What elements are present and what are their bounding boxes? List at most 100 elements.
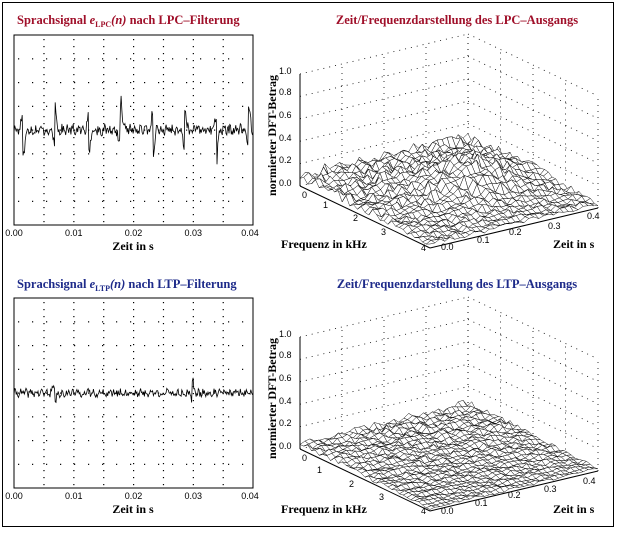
ltp-time-xtick-0: 0.00 — [5, 491, 23, 501]
ltp-time-grid-dot — [18, 369, 19, 370]
ltp-time-grid-dot — [73, 351, 74, 352]
lpc-time-grid-dot — [130, 177, 131, 178]
lpc-time-grid-dot — [193, 109, 194, 110]
lpc-time-grid-dot — [103, 116, 104, 117]
ltp-time-xtick-4: 0.04 — [241, 491, 259, 501]
lpc-time-grid-dot — [242, 58, 243, 59]
ltp-time-grid-dot — [193, 435, 194, 436]
ltp-time-grid-dot — [133, 421, 134, 422]
ltp-time-grid-dot — [172, 345, 173, 346]
lpc-time-grid-dot — [200, 153, 201, 154]
ltp-time-grid-dot — [73, 302, 74, 303]
ltp-tf-ftick-1: 1 — [317, 465, 322, 475]
lpc-time-grid-dot — [43, 158, 44, 159]
lpc-time-grid-dot — [186, 58, 187, 59]
lpc-time-grid-dot — [18, 201, 19, 202]
lpc-time-grid-dot — [200, 106, 201, 107]
lpc-time-grid-dot — [103, 81, 104, 82]
ltp-time-grid-dot — [193, 400, 194, 401]
lpc-time-grid-dot — [103, 95, 104, 96]
lpc-time-grid-dot — [73, 165, 74, 166]
lpc-time-grid-dot — [116, 153, 117, 154]
ltp-time-grid-dot — [43, 484, 44, 485]
lpc-time-grid-dot — [228, 82, 229, 83]
lpc-time-grid-dot — [163, 67, 164, 68]
ltp-time-grid-dot — [60, 369, 61, 370]
ltp-time-grid-dot — [88, 345, 89, 346]
ltp-time-grid-dot — [133, 337, 134, 338]
ltp-time-grid-dot — [103, 477, 104, 478]
ltp-time-grid-dot — [223, 470, 224, 471]
ltp-time-grid-dot — [43, 330, 44, 331]
lpc-time-grid-dot — [223, 67, 224, 68]
ltp-time-grid-dot — [73, 386, 74, 387]
lpc-time-grid-dot — [43, 109, 44, 110]
ltp-time-grid-dot — [73, 372, 74, 373]
lpc-time-grid-dot — [158, 201, 159, 202]
lpc-time-grid-dot — [223, 172, 224, 173]
lpc-time-grid-dot — [46, 153, 47, 154]
lpc-time-grid-dot — [73, 193, 74, 194]
ltp-time-grid-dot — [223, 379, 224, 380]
lpc-time-grid-dot — [103, 88, 104, 89]
ltp-time-grid-dot — [133, 358, 134, 359]
lpc-time-grid-dot — [130, 58, 131, 59]
lpc-time-title: Sprachsignal eLPC(n) nach LPC–Filterung — [17, 13, 240, 29]
ltp-time-grid-dot — [43, 428, 44, 429]
lpc-time-grid-dot — [18, 177, 19, 178]
lpc-time-grid-dot — [88, 82, 89, 83]
lpc-time-grid-dot — [43, 88, 44, 89]
lpc-time-grid-dot — [133, 193, 134, 194]
lpc-time-grid-dot — [163, 102, 164, 103]
lpc-tf-ttick-4: 0.4 — [587, 211, 600, 221]
ltp-time-grid-dot — [163, 414, 164, 415]
lpc-time-grid-dot — [73, 95, 74, 96]
ltp-time-grid-dot — [133, 309, 134, 310]
ltp-time-grid-dot — [73, 316, 74, 317]
lpc-time-grid-dot — [193, 172, 194, 173]
lpc-tf-ztick-0: 0.0 — [279, 178, 292, 188]
lpc-time-grid-dot — [73, 214, 74, 215]
lpc-time-grid-dot — [193, 137, 194, 138]
lpc-time-grid-dot — [172, 177, 173, 178]
ltp-time-grid-dot — [103, 365, 104, 366]
ltp-time-grid-dot — [193, 337, 194, 338]
lpc-time-grid-dot — [103, 221, 104, 222]
ltp-time-grid-dot — [193, 477, 194, 478]
lpc-tf-zlabel: normierter DFT-Betrag — [265, 75, 279, 196]
ltp-time-grid-dot — [88, 440, 89, 441]
ltp-tf-ylabel: Zeit in s — [553, 502, 595, 516]
lpc-time-grid-dot — [102, 106, 103, 107]
lpc-time-grid-dot — [103, 186, 104, 187]
ltp-time-grid-dot — [193, 351, 194, 352]
lpc-time-grid-dot — [46, 201, 47, 202]
ltp-time-grid-dot — [223, 309, 224, 310]
lpc-time-grid-dot — [130, 106, 131, 107]
ltp-time-grid-dot — [103, 351, 104, 352]
lpc-time-grid-dot — [103, 214, 104, 215]
ltp-tf-title: Zeit/Frequenzdarstellung des LTP–Ausgang… — [337, 277, 577, 291]
lpc-time-grid-dot — [32, 153, 33, 154]
lpc-tf-ttick-3: 0.3 — [548, 221, 561, 231]
ltp-time-grid-dot — [43, 421, 44, 422]
ltp-time-grid-dot — [214, 369, 215, 370]
lpc-time-grid-dot — [186, 177, 187, 178]
lpc-time-grid-dot — [43, 74, 44, 75]
ltp-time-grid-dot — [116, 464, 117, 465]
ltp-time-grid-dot — [163, 358, 164, 359]
ltp-time-grid-dot — [43, 386, 44, 387]
ltp-time-grid-dot — [73, 484, 74, 485]
lpc-time-grid-dot — [228, 153, 229, 154]
lpc-time-grid-dot — [73, 102, 74, 103]
ltp-tf-surface — [300, 297, 598, 511]
lpc-time-grid-dot — [133, 186, 134, 187]
lpc-time-grid-dot — [228, 177, 229, 178]
ltp-time-grid-dot — [228, 345, 229, 346]
ltp-time-grid-dot — [133, 477, 134, 478]
ltp-time-grid-dot — [223, 302, 224, 303]
lpc-time-grid-dot — [163, 193, 164, 194]
lpc-time-grid-dot — [193, 102, 194, 103]
ltp-time-grid-dot — [46, 345, 47, 346]
panel-ltp-time: Sprachsignal eLTP(n) nach LTP–Filterung … — [5, 277, 259, 516]
ltp-time-grid-dot — [43, 463, 44, 464]
